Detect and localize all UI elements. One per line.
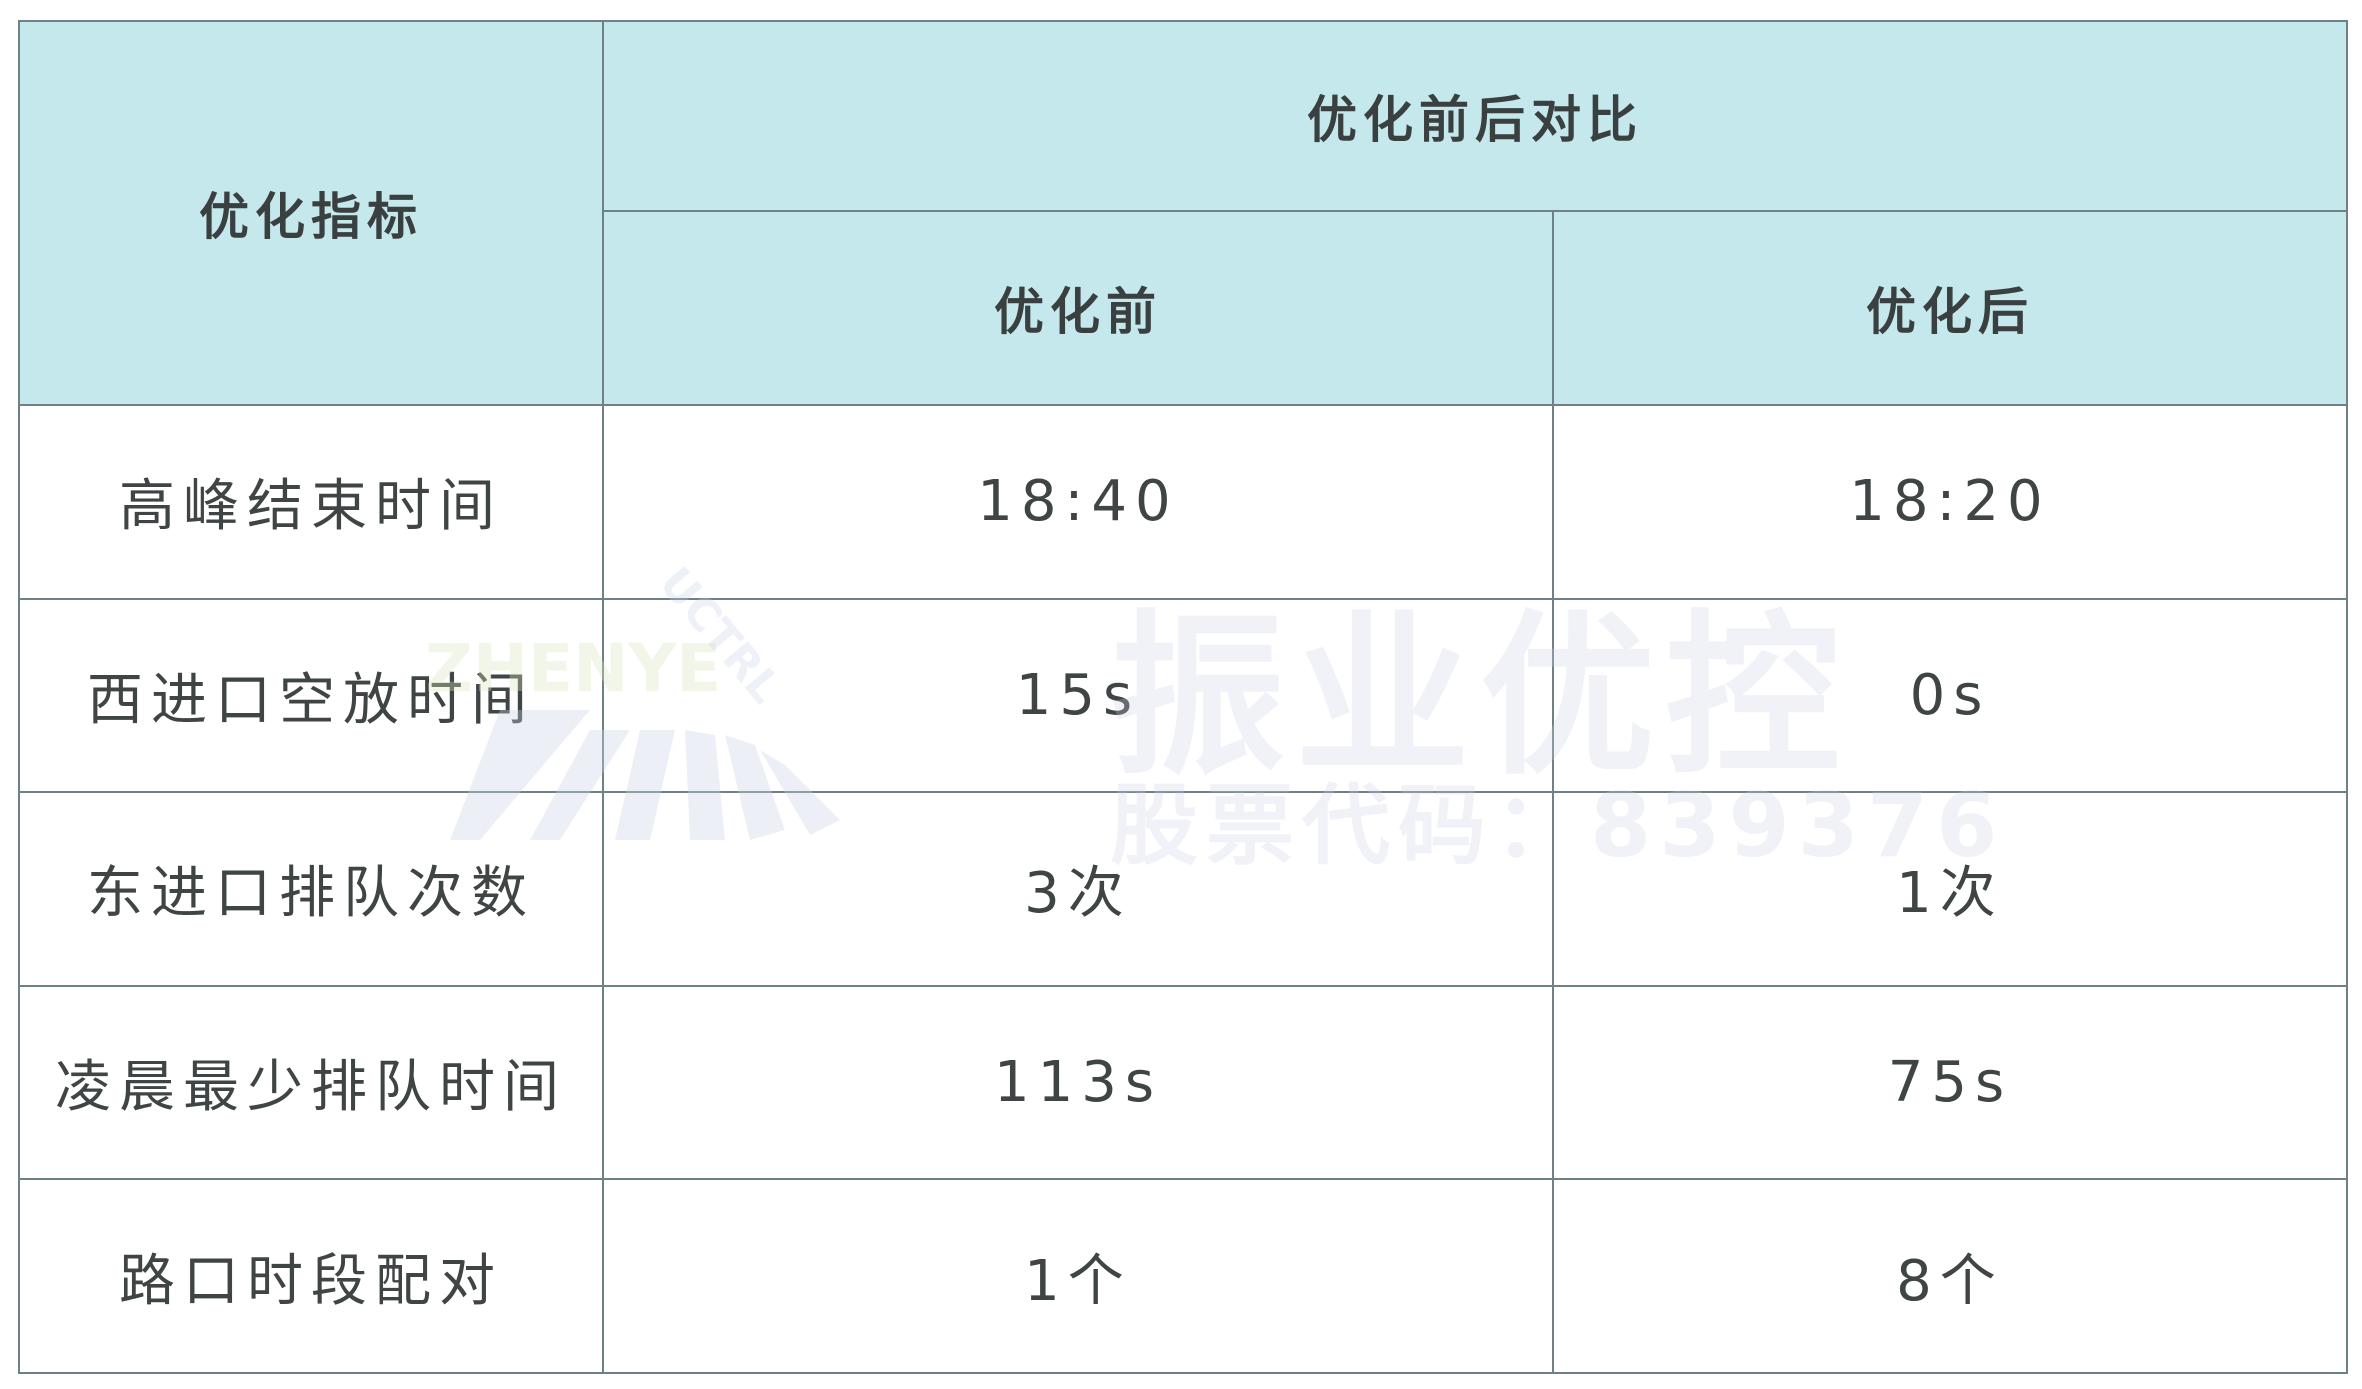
metric-cell: 凌晨最少排队时间 xyxy=(18,984,604,1181)
before-cell: 1个 xyxy=(602,1178,1554,1374)
metric-cell: 高峰结束时间 xyxy=(18,404,604,600)
metric-cell: 西进口空放时间 xyxy=(18,597,604,794)
comparison-group-header: 优化前后对比 xyxy=(602,20,2348,212)
after-cell: 75s xyxy=(1552,984,2348,1181)
before-cell: 3次 xyxy=(602,791,1554,987)
table-row: 凌晨最少排队时间 113s 75s xyxy=(18,984,2348,1181)
after-cell: 0s xyxy=(1552,597,2348,794)
watermark-logo-icon xyxy=(450,710,840,840)
metric-header: 优化指标 xyxy=(18,20,604,406)
after-cell: 18:20 xyxy=(1552,404,2348,600)
before-header: 优化前 xyxy=(602,210,1554,406)
table-row: 西进口空放时间 15s 0s xyxy=(18,597,2348,794)
table-row: 东进口排队次数 3次 1次 xyxy=(18,791,2348,987)
table-row: 高峰结束时间 18:40 18:20 xyxy=(18,404,2348,600)
before-cell: 15s xyxy=(602,597,1554,794)
before-cell: 18:40 xyxy=(602,404,1554,600)
comparison-table: 优化指标 优化前后对比 优化前 优化后 高峰结束时间 18:40 18:20 西… xyxy=(18,20,2348,1374)
table-row: 路口时段配对 1个 8个 xyxy=(18,1178,2348,1374)
after-cell: 8个 xyxy=(1552,1178,2348,1374)
header-row: 优化指标 优化前后对比 xyxy=(18,20,2348,406)
subheader-row: 优化前 优化后 xyxy=(19,210,2348,406)
metric-cell: 路口时段配对 xyxy=(18,1178,604,1374)
before-cell: 113s xyxy=(602,984,1554,1181)
after-header: 优化后 xyxy=(1552,210,2348,406)
after-cell: 1次 xyxy=(1552,791,2348,987)
metric-cell: 东进口排队次数 xyxy=(18,791,604,987)
